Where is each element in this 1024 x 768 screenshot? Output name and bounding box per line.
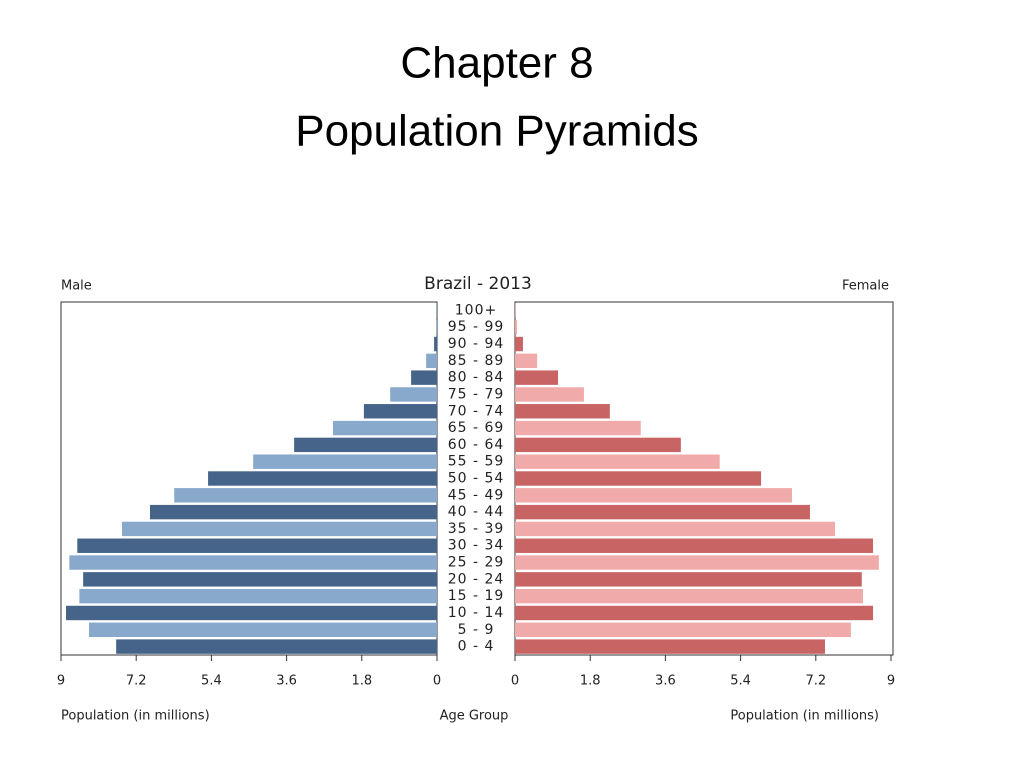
legend-label: Female bbox=[842, 279, 889, 294]
x-tick-label: 5.4 bbox=[201, 674, 222, 689]
bar bbox=[88, 622, 437, 637]
x-tick-label: 1.8 bbox=[351, 674, 372, 689]
x-tick-label: 9 bbox=[57, 674, 65, 689]
x-tick-label: 3.6 bbox=[276, 674, 297, 689]
category-label: 100+ bbox=[455, 302, 497, 318]
bar bbox=[515, 572, 862, 587]
bar bbox=[332, 420, 437, 436]
bar bbox=[69, 555, 437, 570]
axis-label: Population (in millions) bbox=[61, 709, 210, 724]
legend-label: Male bbox=[61, 279, 92, 294]
bar bbox=[515, 454, 720, 469]
category-label: 25 - 29 bbox=[448, 555, 505, 571]
bar bbox=[253, 454, 437, 469]
bar bbox=[515, 404, 610, 419]
bar bbox=[66, 605, 437, 621]
category-label: 10 - 14 bbox=[448, 605, 505, 621]
bar bbox=[436, 320, 437, 335]
axis-label: Age Group bbox=[440, 709, 509, 724]
bar bbox=[294, 437, 437, 453]
category-label: 20 - 24 bbox=[448, 571, 505, 587]
bar bbox=[515, 320, 518, 335]
x-tick-label: 7.2 bbox=[126, 674, 147, 689]
category-label: 15 - 19 bbox=[448, 588, 505, 604]
x-tick-label: 9 bbox=[887, 674, 895, 689]
x-tick-label: 5.4 bbox=[730, 674, 751, 689]
category-label: 90 - 94 bbox=[448, 336, 505, 352]
axis-label: Population (in millions) bbox=[730, 709, 879, 724]
category-label: 70 - 74 bbox=[448, 403, 505, 419]
bar bbox=[83, 572, 438, 587]
bar bbox=[515, 555, 879, 570]
x-tick-label: 0 bbox=[433, 674, 441, 689]
bar bbox=[515, 370, 559, 385]
bar bbox=[515, 488, 792, 503]
bar bbox=[434, 336, 437, 352]
category-label: 75 - 79 bbox=[448, 386, 505, 402]
category-label: 35 - 39 bbox=[448, 521, 505, 537]
bar bbox=[390, 387, 437, 402]
bar bbox=[515, 471, 762, 486]
bar bbox=[515, 622, 851, 637]
bar bbox=[116, 639, 437, 654]
bar bbox=[515, 437, 681, 453]
category-label: 80 - 84 bbox=[448, 370, 505, 386]
bar bbox=[515, 538, 874, 553]
category-label: 0 - 4 bbox=[458, 639, 495, 655]
category-label: 40 - 44 bbox=[448, 504, 505, 520]
bar bbox=[121, 521, 438, 537]
category-label: 55 - 59 bbox=[448, 454, 505, 470]
slide-title: Chapter 8 bbox=[400, 39, 593, 88]
chart-title: Brazil - 2013 bbox=[424, 274, 532, 294]
bar bbox=[77, 538, 437, 553]
category-label: 85 - 89 bbox=[448, 353, 505, 369]
category-label: 95 - 99 bbox=[448, 319, 505, 335]
x-tick-label: 3.6 bbox=[655, 674, 676, 689]
category-label: 65 - 69 bbox=[448, 420, 505, 436]
bar bbox=[411, 370, 437, 385]
bar bbox=[149, 504, 437, 520]
bar bbox=[515, 420, 641, 436]
x-tick-label: 1.8 bbox=[580, 674, 601, 689]
category-label: 5 - 9 bbox=[458, 622, 495, 638]
bar bbox=[515, 588, 864, 604]
category-label: 45 - 49 bbox=[448, 487, 505, 503]
bar bbox=[208, 471, 437, 486]
bar bbox=[363, 404, 437, 419]
bar bbox=[426, 353, 437, 369]
bar bbox=[515, 605, 874, 621]
bar bbox=[515, 521, 836, 537]
category-label: 60 - 64 bbox=[448, 437, 505, 453]
bar bbox=[515, 336, 523, 352]
bar bbox=[79, 588, 437, 604]
x-tick-label: 0 bbox=[511, 674, 519, 689]
category-label: 50 - 54 bbox=[448, 471, 505, 487]
bar bbox=[174, 488, 437, 503]
bar bbox=[515, 387, 584, 402]
x-tick-label: 7.2 bbox=[805, 674, 826, 689]
bar bbox=[515, 353, 538, 369]
bar bbox=[515, 504, 810, 520]
category-label: 30 - 34 bbox=[448, 538, 505, 554]
bar bbox=[515, 639, 825, 654]
slide-title: Population Pyramids bbox=[295, 107, 699, 156]
